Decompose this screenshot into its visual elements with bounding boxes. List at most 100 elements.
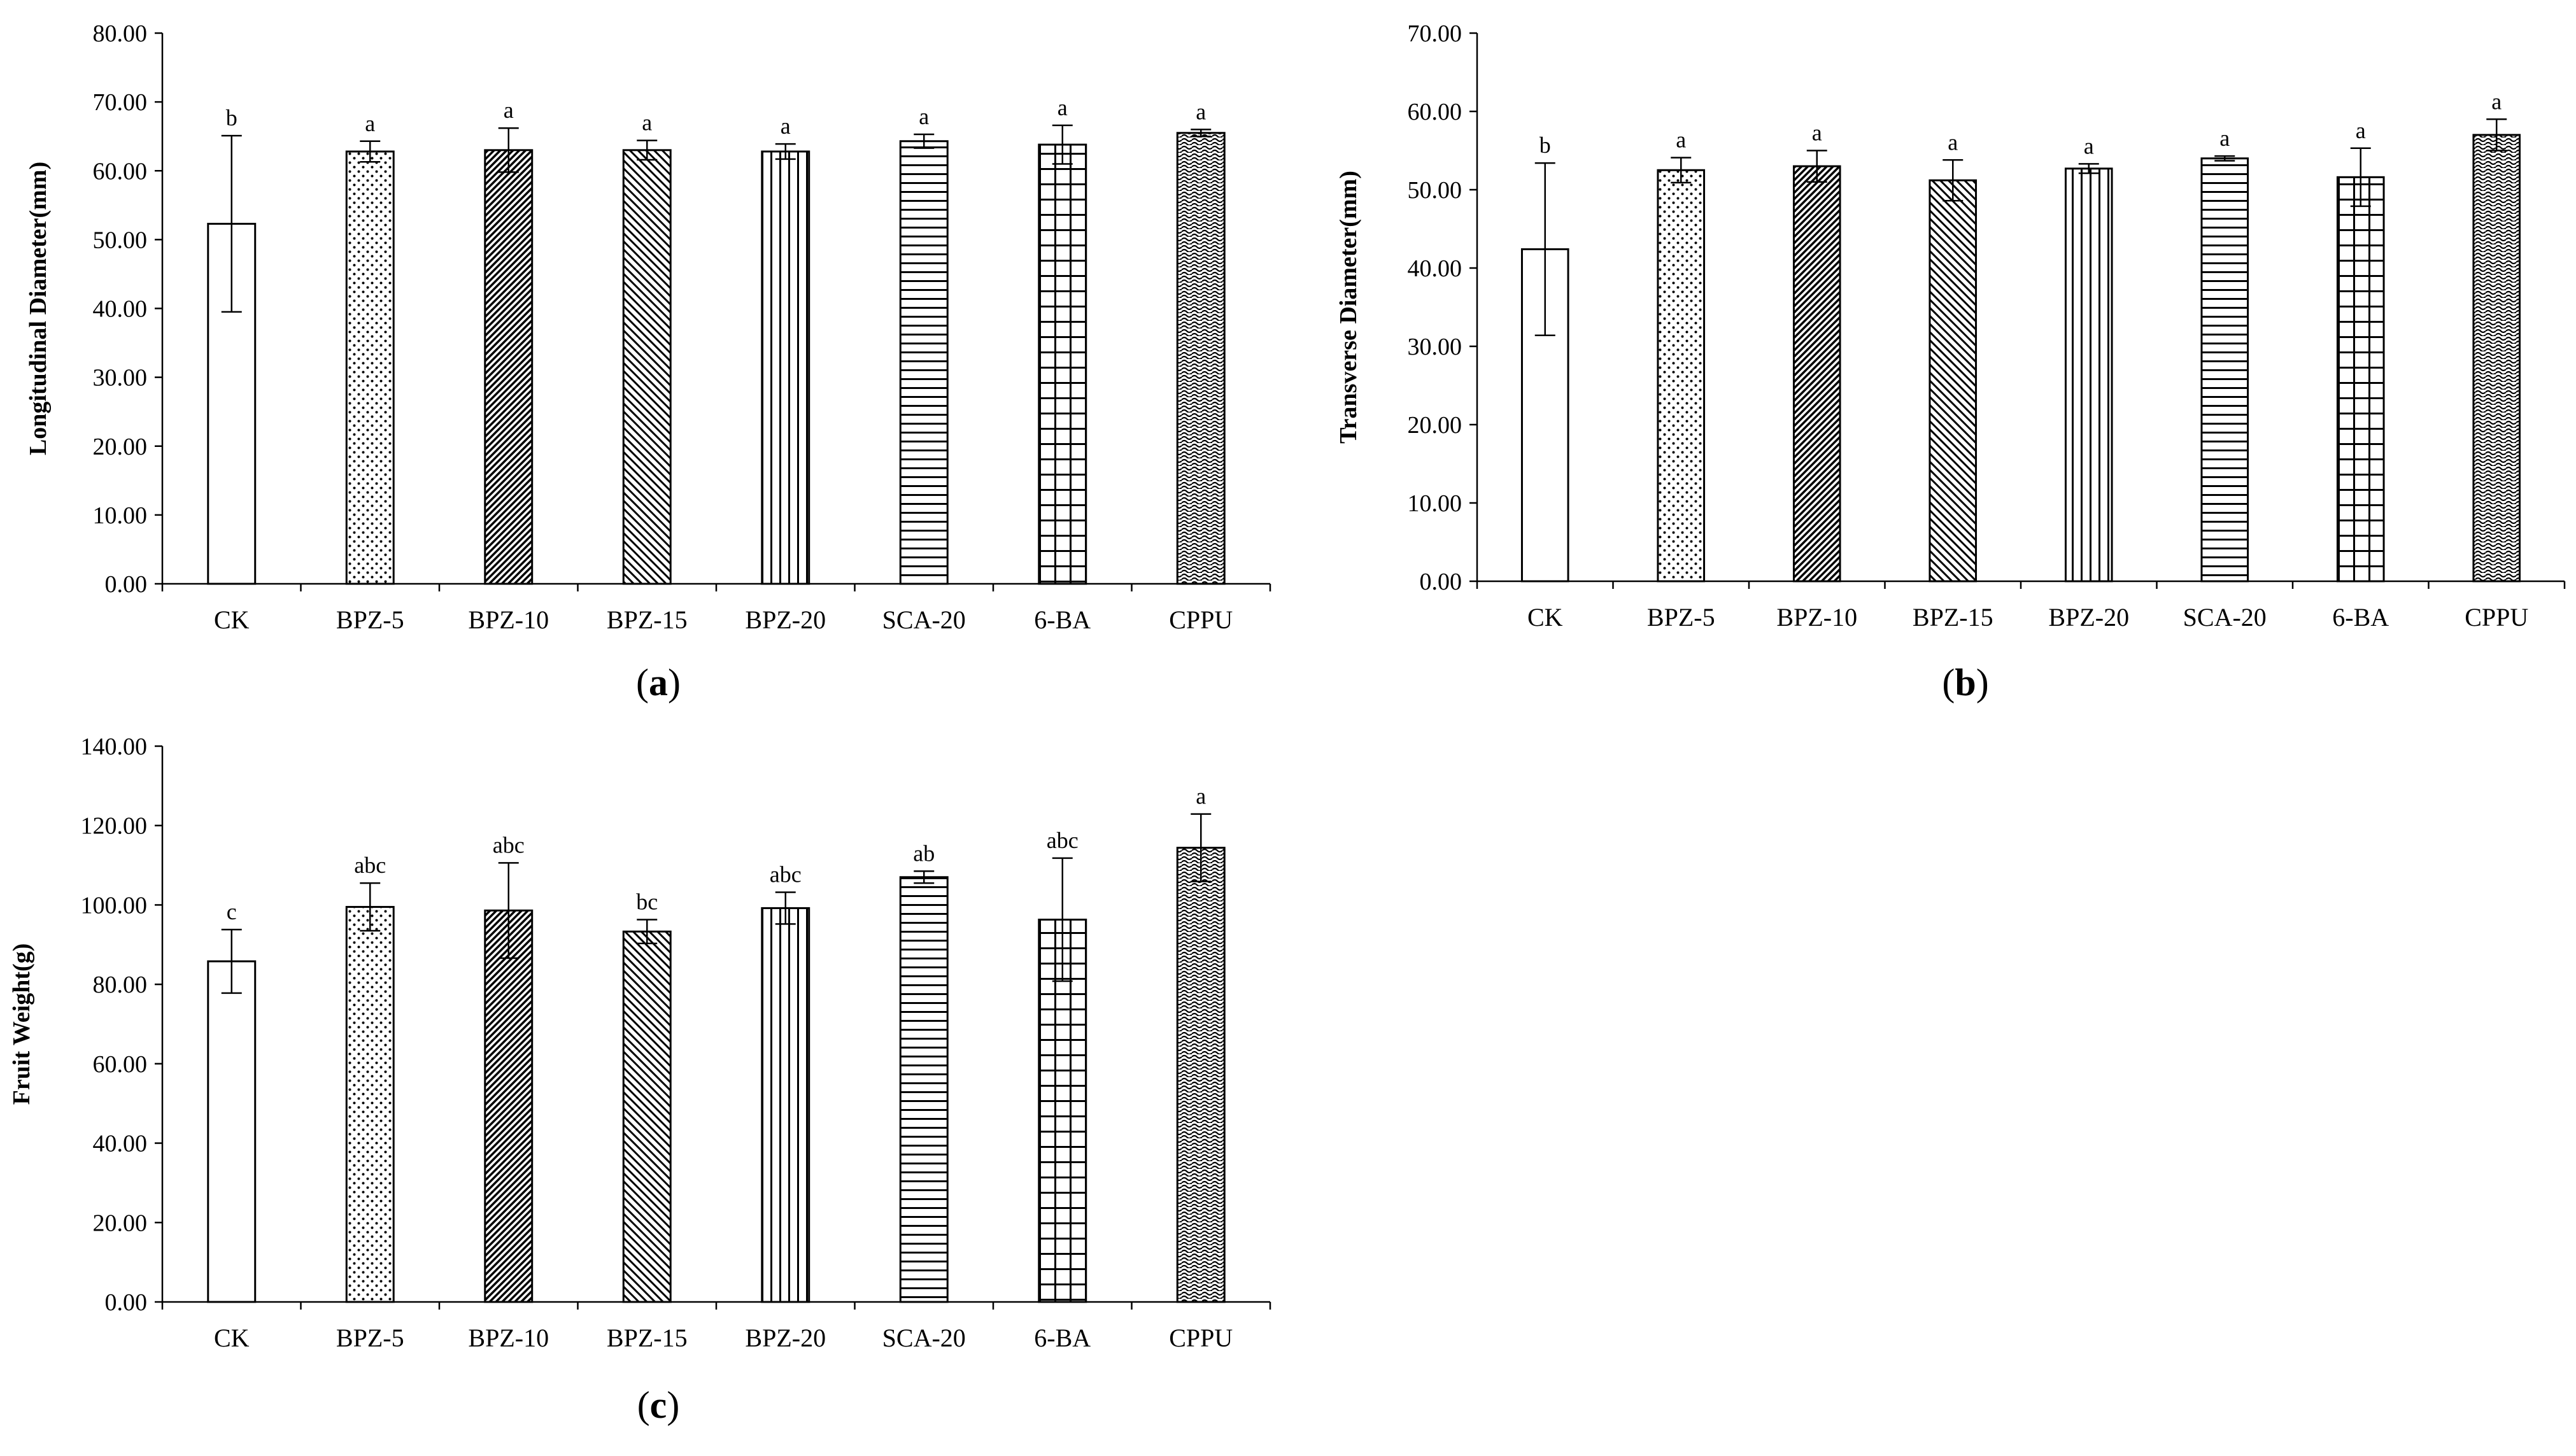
bar-bpz-20 (761, 150, 810, 585)
significance-label: a (919, 104, 929, 129)
significance-label: a (365, 111, 375, 136)
category-label: BPZ-5 (1647, 603, 1715, 632)
y-tick-label: 70.00 (93, 89, 148, 116)
category-label: BPZ-10 (1776, 603, 1857, 632)
category-label: BPZ-20 (745, 605, 826, 634)
panel-label: (a) (636, 661, 681, 703)
category-label: CPPU (1169, 1324, 1233, 1352)
category-label: BPZ-10 (468, 1324, 549, 1352)
bar-sca-20 (899, 140, 949, 585)
significance-label: b (226, 105, 237, 131)
category-label: 6-BA (2332, 603, 2389, 632)
bar-6-ba (2336, 176, 2385, 583)
significance-label: a (2491, 88, 2502, 114)
bar-bpz-10 (484, 149, 534, 585)
significance-label: bc (636, 889, 658, 915)
category-label: BPZ-10 (468, 605, 549, 634)
bar-sca-20 (2200, 157, 2249, 583)
significance-label: abc (770, 861, 802, 887)
bar-6-ba (1038, 143, 1087, 585)
category-label: BPZ-5 (336, 1324, 404, 1352)
y-axis-label: Longitudinal Diameter(mm) (25, 162, 52, 455)
y-tick-label: 10.00 (1408, 490, 1462, 517)
panel-letter: c (650, 1384, 667, 1426)
significance-label: a (781, 113, 791, 139)
panel-letter: a (649, 661, 668, 703)
significance-label: a (2084, 133, 2094, 159)
y-tick-label: 30.00 (1408, 334, 1462, 360)
panel-b: 0.00 10.00 20.00 30.00 40.00 50.00 60.00 70.00 T… (1335, 20, 2566, 703)
bar-6-ba (1038, 919, 1087, 1303)
significance-label: a (1948, 129, 1958, 155)
y-tick-label: 50.00 (93, 227, 148, 253)
significance-label: a (2356, 118, 2366, 143)
category-label: 6-BA (1034, 1324, 1091, 1352)
y-tick-label: 0.00 (105, 1289, 148, 1316)
y-tick-label: 80.00 (93, 972, 148, 998)
y-axis-label: Fruit Weight(g) (8, 944, 35, 1105)
significance-label: ab (913, 840, 935, 866)
significance-label: a (504, 97, 514, 123)
y-tick-label: 60.00 (93, 158, 148, 185)
bar-bpz-10 (484, 909, 534, 1303)
category-label: BPZ-15 (1913, 603, 1993, 632)
y-tick-label: 70.00 (1408, 20, 1462, 47)
y-tick-label: 40.00 (93, 1131, 148, 1157)
category-label: CPPU (1169, 605, 1233, 634)
y-tick-label: 30.00 (93, 365, 148, 392)
y-tick-label: 0.00 (1420, 569, 1462, 595)
significance-label: abc (1047, 828, 1079, 853)
bar-bpz-20 (761, 907, 810, 1303)
y-tick-label: 10.00 (93, 502, 148, 529)
bar-bpz-20 (2064, 167, 2113, 583)
y-tick-label: 50.00 (1408, 177, 1462, 204)
significance-label: b (1539, 132, 1551, 158)
y-axis-label: Transverse Diameter(mm) (1335, 171, 1362, 444)
category-label: BPZ-20 (745, 1324, 826, 1352)
panel-a: 0.00 10.00 20.00 30.00 40.00 50.00 60.00 70.00 8… (25, 20, 1271, 703)
category-label: CPPU (2465, 603, 2528, 632)
y-tick-label: 20.00 (1408, 412, 1462, 439)
significance-label: a (1196, 784, 1206, 809)
significance-label: abc (354, 852, 386, 878)
significance-label: a (2219, 125, 2230, 151)
y-tick-label: 60.00 (1408, 99, 1462, 125)
y-tick-label: 60.00 (93, 1051, 148, 1078)
y-tick-label: 140.00 (81, 733, 148, 760)
bar-bpz-15 (622, 930, 672, 1303)
significance-label: abc (493, 832, 525, 858)
y-tick-label: 120.00 (81, 813, 148, 840)
bar-bpz-15 (1928, 179, 1978, 583)
category-label: SCA-20 (2183, 603, 2267, 632)
y-tick-label: 100.00 (81, 892, 148, 919)
category-label: BPZ-20 (2048, 603, 2129, 632)
significance-label: a (1676, 127, 1686, 153)
category-label: BPZ-15 (607, 1324, 688, 1352)
bar-cppu (1176, 132, 1226, 585)
category-label: CK (1527, 603, 1563, 632)
significance-label: a (642, 110, 652, 136)
bar-ck (207, 960, 257, 1303)
y-tick-label: 20.00 (93, 1210, 148, 1236)
category-label: BPZ-5 (336, 605, 404, 634)
bar-bpz-5 (345, 150, 395, 585)
y-tick-label: 40.00 (1408, 255, 1462, 282)
y-tick-label: 0.00 (105, 571, 148, 598)
category-label: SCA-20 (882, 1324, 966, 1352)
category-label: CK (214, 1324, 250, 1352)
bar-bpz-5 (345, 906, 395, 1303)
bar-cppu (2472, 134, 2521, 583)
category-label: CK (214, 605, 250, 634)
bar-bpz-5 (1657, 169, 1706, 583)
category-label: BPZ-15 (607, 605, 688, 634)
significance-label: a (1196, 99, 1206, 124)
bar-cppu (1176, 847, 1226, 1303)
category-label: SCA-20 (882, 605, 966, 634)
y-tick-label: 80.00 (93, 20, 148, 47)
significance-label: c (227, 899, 237, 924)
panel-label: (c) (637, 1384, 680, 1426)
bar-sca-20 (899, 876, 949, 1303)
y-tick-label: 20.00 (93, 434, 148, 460)
bar-bpz-10 (1792, 165, 1841, 583)
